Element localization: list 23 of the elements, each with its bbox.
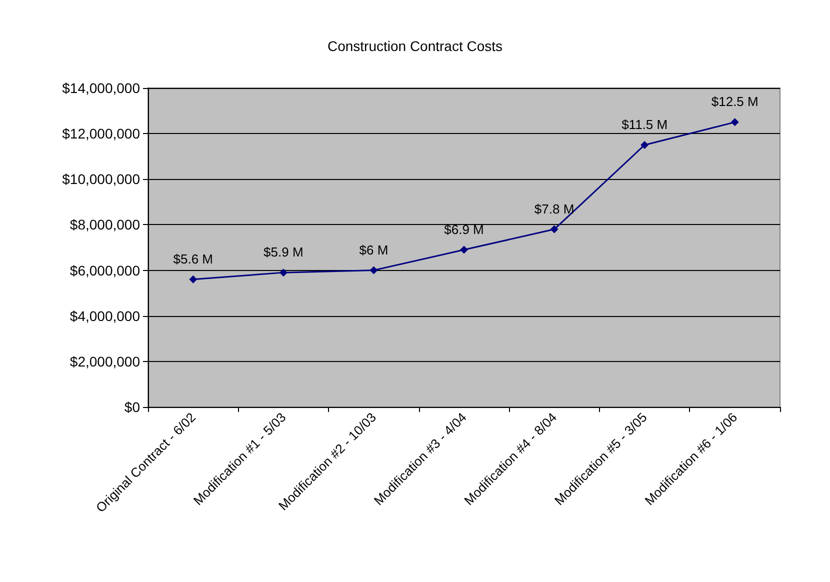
point [189, 275, 198, 284]
data-label: $12.5 M [711, 94, 758, 110]
chart-title: Construction Contract Costs [327, 38, 503, 54]
data-label: $6 M [359, 242, 388, 258]
point [460, 246, 468, 254]
point [730, 118, 739, 126]
y-tick-label: $10,000,000 [62, 171, 140, 188]
data-label: $11.5 M [622, 116, 668, 132]
point [550, 225, 558, 234]
data-label: $5.9 M [264, 244, 304, 260]
y-tick-label: $0 [124, 399, 140, 415]
y-tick-label: $4,000,000 [70, 308, 140, 324]
point [640, 140, 649, 149]
point [370, 266, 378, 274]
data-label: $7.8 M [534, 201, 574, 216]
point [279, 268, 288, 277]
y-tick-label: $14,000,000 [62, 80, 140, 96]
y-tick-label: $2,000,000 [70, 353, 140, 370]
y-tick-label: $6,000,000 [70, 262, 140, 278]
data-label: $5.6 M [173, 251, 214, 266]
y-tick-label: $12,000,000 [62, 126, 140, 142]
data-label: $6.9 M [444, 222, 484, 237]
y-tick-label: $8,000,000 [70, 216, 140, 233]
